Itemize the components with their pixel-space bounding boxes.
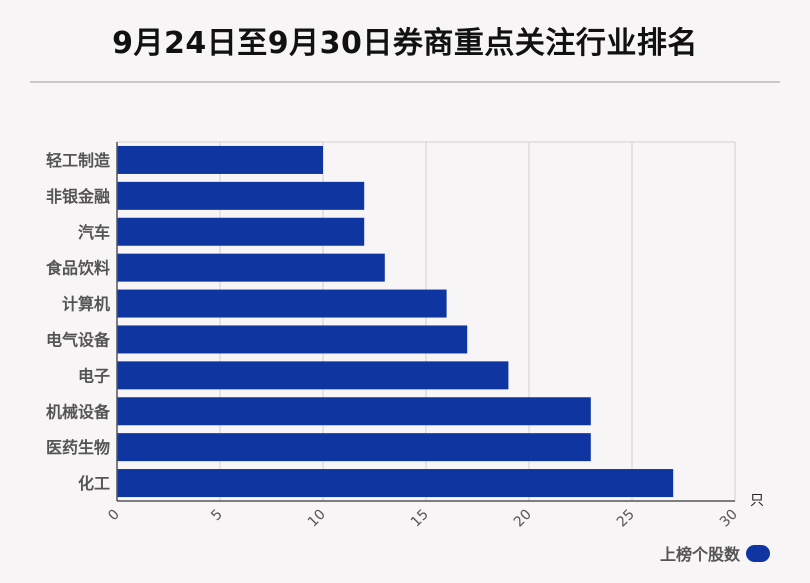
bar [117, 397, 591, 426]
category-label: 机械设备 [46, 402, 111, 421]
category-label: 电子 [78, 366, 110, 385]
x-tick-label: 10 [305, 507, 329, 531]
category-label: 化工 [78, 474, 110, 493]
x-tick-label: 30 [717, 507, 741, 531]
x-unit-label: 只 [750, 493, 764, 509]
x-tick-label: 25 [614, 507, 638, 531]
bar [117, 253, 385, 282]
legend[interactable]: 上榜个股数 [660, 541, 770, 565]
category-label: 计算机 [62, 295, 110, 314]
bar [117, 433, 591, 462]
bar [117, 145, 323, 174]
category-label: 汽车 [78, 223, 110, 242]
category-label: 非银金融 [46, 187, 110, 206]
title-divider [30, 81, 780, 83]
x-tick-label: 0 [105, 507, 123, 525]
x-tick-label: 5 [208, 507, 226, 525]
x-tick-label: 20 [511, 507, 535, 531]
category-label: 轻工制造 [46, 151, 111, 170]
x-tick-label: 15 [408, 507, 432, 531]
bar [117, 181, 365, 210]
chart-title: 9月24日至9月30日券商重点关注行业排名 [112, 26, 698, 61]
legend-label: 上榜个股数 [659, 545, 740, 564]
bar [117, 289, 447, 318]
bar [117, 361, 509, 390]
bar [117, 469, 674, 498]
bar [117, 217, 365, 246]
category-label: 食品饮料 [45, 259, 110, 278]
category-label: 医药生物 [46, 438, 110, 457]
bar [117, 325, 468, 354]
legend-swatch [746, 544, 770, 562]
category-label: 电气设备 [46, 330, 111, 349]
